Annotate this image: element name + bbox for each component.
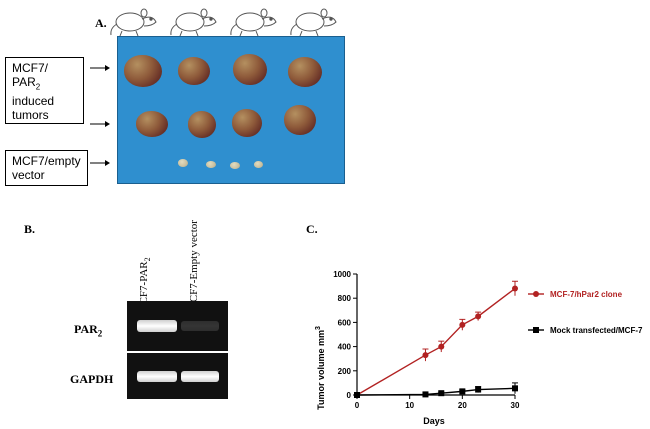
y-tick-label: 600: [338, 318, 352, 327]
mouse-icon: [290, 8, 337, 37]
data-point: [475, 386, 482, 393]
y-tick-label: 0: [347, 391, 352, 400]
box-line: induced: [12, 94, 55, 109]
y-axis-label-sup: 3: [315, 326, 322, 330]
data-point: [422, 391, 429, 398]
y-tick-label: 200: [338, 367, 352, 376]
arrow-right-icon: [90, 121, 110, 127]
data-point: [422, 352, 429, 359]
data-point: [438, 343, 445, 350]
tumor: [288, 57, 322, 87]
data-point: [512, 385, 518, 392]
box-line: tumors: [12, 108, 49, 123]
y-axis-label-main: Tumor volume mm: [316, 330, 326, 410]
gel-row-label-par2: PAR2: [74, 322, 102, 338]
box-line-sub: 2: [35, 82, 41, 92]
gel-band: [181, 321, 219, 331]
gel-band: [137, 371, 177, 382]
tumor: [284, 105, 316, 135]
series-line: [356, 287, 516, 396]
panel-a-label: A.: [95, 16, 107, 30]
tumor: [124, 55, 162, 87]
gel-gapdh: [127, 353, 228, 399]
arrow-right-icon: [90, 160, 110, 166]
tumor-small: [230, 162, 240, 169]
lane-label-empty: MCF7-Empty vector: [188, 220, 200, 312]
mouse-icon: [110, 8, 157, 37]
tumor-photo: [117, 36, 345, 184]
data-point: [475, 313, 482, 320]
box-line: MCF7/empty: [12, 154, 81, 168]
data-point: [459, 321, 466, 328]
panel-b-label: B.: [24, 222, 36, 236]
arrow-right-icon: [90, 65, 110, 71]
legend-marker: [533, 291, 539, 297]
box-line: PAR2: [12, 75, 77, 94]
arrows: [90, 65, 110, 166]
empty-vector-box: MCF7/empty vector: [5, 150, 88, 186]
tumor: [178, 57, 210, 85]
par2-tumors-box: MCF7/ PAR2 induced tumors: [5, 57, 84, 124]
y-tick-label: 800: [338, 294, 352, 303]
data-point: [512, 285, 518, 292]
gel-row-label-gapdh: GAPDH: [70, 372, 114, 386]
gel-row-main: PAR: [74, 322, 98, 336]
box-line: MCF7/: [12, 61, 48, 75]
tumor-small: [206, 161, 216, 168]
mouse-icons: [110, 8, 337, 37]
tumor: [136, 111, 168, 137]
x-axis-label: Days: [423, 416, 445, 426]
x-tick-label: 0: [355, 401, 360, 410]
panel-c-label: C.: [306, 222, 318, 236]
legend-marker: [533, 327, 539, 333]
data-point: [459, 388, 466, 395]
data-point: [354, 392, 360, 398]
tumor-small: [178, 159, 188, 167]
lane-label-sub: 2: [143, 257, 152, 262]
y-axis-label: Tumor volume mm3: [315, 326, 326, 410]
data-point: [438, 390, 445, 397]
x-tick-label: 30: [511, 401, 520, 410]
tumor: [232, 109, 262, 137]
gel-par2: [127, 301, 228, 351]
tumor: [233, 54, 267, 85]
legend-label: Mock transfected/MCF-7: [550, 326, 643, 335]
mouse-icon: [170, 8, 217, 37]
x-tick-label: 20: [458, 401, 467, 410]
gel-row-sub: 2: [97, 328, 103, 339]
gel-band: [181, 371, 219, 382]
box-line-main: PAR: [12, 75, 36, 89]
y-tick-label: 1000: [333, 270, 351, 279]
gel-band: [137, 320, 177, 332]
tumor: [188, 111, 216, 138]
x-tick-label: 10: [405, 401, 414, 410]
box-line: vector: [12, 168, 45, 182]
series-line: [356, 387, 516, 396]
tumor-volume-chart: 0 10 20 30 0 200 400 600 800 1000 MCF-7/hPar2 clo…: [315, 270, 643, 426]
tumor-small: [254, 161, 263, 168]
mouse-icon: [230, 8, 277, 37]
legend-label: MCF-7/hPar2 clone: [550, 290, 623, 299]
y-tick-label: 400: [338, 343, 352, 352]
